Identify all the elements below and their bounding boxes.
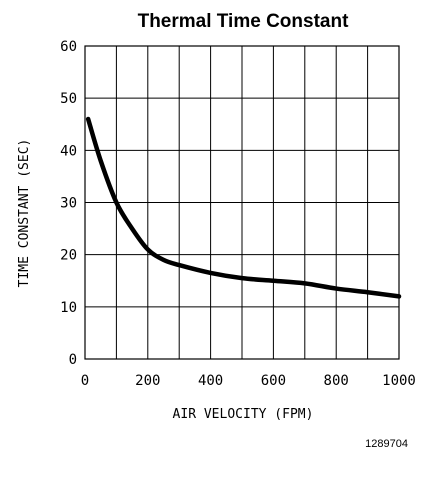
data-line-curve: [85, 116, 402, 299]
y-tick-label: 40: [60, 143, 77, 159]
x-axis-label: AIR VELOCITY (FPM): [173, 407, 314, 422]
figure-id: 1289704: [365, 438, 408, 450]
x-tick-label: 0: [81, 373, 89, 389]
grid: [85, 46, 399, 359]
plot-frame: [84, 45, 400, 360]
x-tick-label: 600: [261, 373, 286, 389]
x-tick-labels: 0 200 400 600 800 1000: [81, 373, 416, 389]
y-tick-label: 50: [60, 91, 77, 107]
x-tick-label: 800: [324, 373, 349, 389]
y-tick-labels: 0 10 20 30 40 50 60: [60, 39, 77, 368]
chart-title: Thermal Time Constant: [138, 11, 349, 32]
y-tick-label: 30: [60, 196, 77, 212]
y-axis-label: TIME CONSTANT (SEC): [17, 139, 32, 288]
x-tick-label: 1000: [382, 373, 416, 389]
y-tick-label: 20: [60, 248, 77, 264]
x-tick-label: 400: [198, 373, 223, 389]
y-tick-label: 60: [60, 39, 77, 55]
y-tick-label: 0: [69, 352, 77, 368]
y-tick-label: 10: [60, 300, 77, 316]
x-tick-label: 200: [135, 373, 160, 389]
